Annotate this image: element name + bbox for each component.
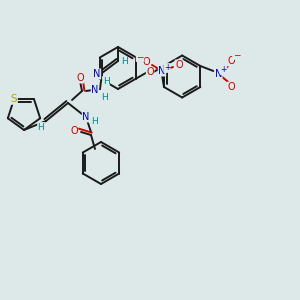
Text: H: H: [38, 122, 44, 131]
Text: O: O: [146, 67, 154, 77]
Text: O: O: [142, 57, 150, 67]
Text: O: O: [175, 60, 183, 70]
Text: −: −: [136, 52, 144, 62]
Text: H: H: [91, 118, 98, 127]
Text: N: N: [158, 66, 166, 76]
Text: H: H: [102, 92, 108, 101]
Text: O: O: [70, 126, 78, 136]
Text: O: O: [228, 56, 235, 66]
Text: N: N: [215, 69, 222, 79]
Text: O: O: [76, 73, 84, 83]
Text: −: −: [232, 50, 240, 59]
Text: S: S: [11, 94, 17, 104]
Text: N: N: [91, 85, 99, 95]
Text: N: N: [93, 69, 101, 79]
Text: H: H: [121, 58, 128, 67]
Text: +: +: [220, 65, 226, 74]
Text: O: O: [228, 82, 235, 92]
Text: N: N: [82, 112, 90, 122]
Text: +: +: [164, 64, 170, 73]
Text: H: H: [103, 76, 110, 85]
